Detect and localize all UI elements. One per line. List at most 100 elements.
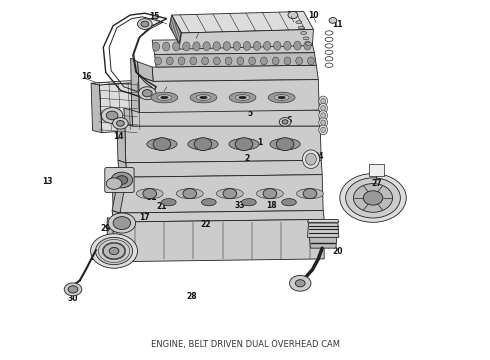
Text: 17: 17	[159, 87, 170, 96]
Text: 19: 19	[328, 226, 338, 235]
Circle shape	[108, 213, 136, 233]
Circle shape	[113, 217, 131, 229]
Polygon shape	[308, 223, 339, 237]
Ellipse shape	[178, 57, 185, 65]
Ellipse shape	[237, 57, 244, 65]
Text: 3: 3	[196, 27, 201, 36]
Circle shape	[363, 191, 383, 205]
Ellipse shape	[193, 42, 200, 51]
Polygon shape	[124, 108, 133, 126]
Polygon shape	[91, 81, 138, 85]
Polygon shape	[91, 83, 102, 133]
Text: 15: 15	[149, 12, 160, 21]
Polygon shape	[138, 62, 153, 81]
Text: 27: 27	[371, 179, 382, 188]
Polygon shape	[107, 218, 113, 262]
Circle shape	[282, 120, 288, 124]
Ellipse shape	[321, 127, 326, 132]
Ellipse shape	[214, 57, 220, 65]
Text: 11: 11	[286, 10, 296, 19]
Circle shape	[183, 189, 196, 199]
Polygon shape	[310, 237, 337, 248]
Ellipse shape	[190, 57, 197, 65]
Ellipse shape	[261, 57, 268, 65]
Text: 5: 5	[247, 109, 252, 118]
Text: 1: 1	[257, 138, 262, 147]
Text: 31: 31	[147, 193, 157, 202]
Circle shape	[143, 189, 157, 199]
Ellipse shape	[270, 138, 300, 150]
Circle shape	[290, 275, 311, 291]
Polygon shape	[152, 39, 315, 54]
Ellipse shape	[233, 41, 241, 50]
Ellipse shape	[223, 42, 230, 50]
Ellipse shape	[319, 125, 328, 135]
Ellipse shape	[239, 96, 246, 99]
Circle shape	[64, 283, 82, 296]
Ellipse shape	[304, 41, 311, 50]
Ellipse shape	[161, 199, 176, 206]
Ellipse shape	[163, 42, 170, 51]
Ellipse shape	[229, 92, 256, 103]
Circle shape	[279, 118, 291, 126]
Text: 17: 17	[140, 213, 150, 222]
Circle shape	[141, 21, 149, 27]
Ellipse shape	[284, 57, 291, 65]
Text: 18: 18	[267, 201, 277, 210]
Ellipse shape	[202, 57, 209, 65]
Ellipse shape	[244, 41, 250, 50]
Text: 26: 26	[372, 168, 382, 177]
Circle shape	[303, 189, 317, 199]
Circle shape	[111, 172, 133, 188]
Ellipse shape	[256, 189, 283, 199]
Text: 22: 22	[201, 220, 211, 229]
Polygon shape	[118, 160, 127, 177]
Ellipse shape	[298, 26, 304, 29]
Ellipse shape	[321, 120, 326, 125]
Ellipse shape	[217, 189, 244, 199]
Polygon shape	[126, 160, 322, 177]
Polygon shape	[155, 53, 317, 67]
Circle shape	[235, 138, 253, 150]
Circle shape	[116, 176, 128, 184]
Circle shape	[101, 108, 123, 123]
Ellipse shape	[319, 111, 328, 121]
Ellipse shape	[136, 189, 163, 199]
FancyBboxPatch shape	[368, 164, 384, 176]
Ellipse shape	[321, 98, 326, 104]
Text: 20: 20	[333, 247, 343, 256]
Circle shape	[143, 90, 152, 97]
Polygon shape	[169, 15, 181, 44]
Circle shape	[345, 178, 400, 218]
Circle shape	[103, 243, 125, 259]
Circle shape	[329, 18, 337, 23]
Ellipse shape	[188, 138, 218, 150]
Text: ENGINE, BELT DRIVEN DUAL OVERHEAD CAM: ENGINE, BELT DRIVEN DUAL OVERHEAD CAM	[150, 340, 340, 349]
Text: 24: 24	[313, 152, 323, 161]
Ellipse shape	[306, 153, 317, 165]
Polygon shape	[179, 30, 314, 49]
Text: 11: 11	[333, 19, 343, 28]
Ellipse shape	[147, 138, 177, 150]
Ellipse shape	[249, 57, 256, 65]
Polygon shape	[172, 12, 314, 33]
Ellipse shape	[268, 92, 295, 103]
Text: 21: 21	[157, 202, 167, 211]
Circle shape	[106, 178, 122, 189]
Circle shape	[138, 19, 152, 30]
Ellipse shape	[319, 103, 328, 113]
Ellipse shape	[272, 57, 279, 65]
Polygon shape	[119, 175, 323, 213]
Polygon shape	[131, 58, 140, 113]
Polygon shape	[308, 220, 339, 222]
Circle shape	[113, 118, 128, 129]
Circle shape	[263, 189, 277, 199]
Ellipse shape	[176, 189, 203, 199]
Circle shape	[288, 12, 298, 19]
Circle shape	[96, 237, 133, 265]
Text: 29: 29	[100, 224, 111, 233]
Polygon shape	[125, 124, 321, 163]
Ellipse shape	[274, 95, 289, 100]
Polygon shape	[112, 211, 121, 222]
Polygon shape	[99, 82, 140, 133]
